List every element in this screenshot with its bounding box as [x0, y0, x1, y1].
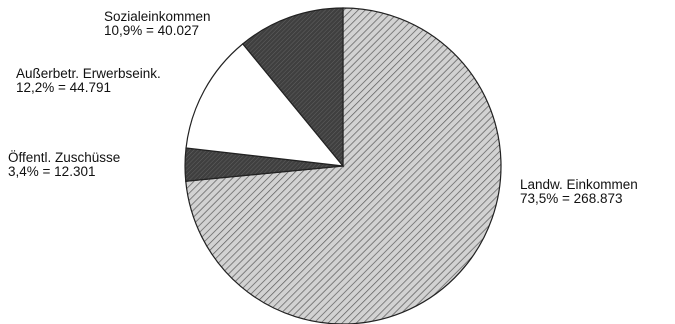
- label-sozialeinkommen: Sozialeinkommen 10,9% = 40.027: [104, 9, 211, 38]
- pie-slice-3: [241, 7, 344, 168]
- label-oeffentl-zuschuesse: Öffentl. Zuschüsse 3,4% = 12.301: [8, 150, 121, 179]
- slice-value: 44.791: [69, 80, 111, 95]
- slice-percent: 3,4%: [8, 164, 39, 179]
- label-landw-einkommen: Landw. Einkommen 73,5% = 268.873: [520, 177, 638, 206]
- slice-value: 12.301: [54, 164, 96, 179]
- slice-value: 268.873: [573, 191, 623, 206]
- slice-percent: 12,2%: [16, 80, 55, 95]
- slice-name: Außerbetr. Erwerbseink.: [16, 66, 161, 81]
- slice-percent: 73,5%: [520, 191, 559, 206]
- slice-value: 40.027: [157, 23, 199, 38]
- label-ausserbetr-erwerbseink: Außerbetr. Erwerbseink. 12,2% = 44.791: [16, 66, 161, 95]
- slice-name: Sozialeinkommen: [104, 9, 211, 24]
- slice-name: Landw. Einkommen: [520, 177, 638, 192]
- slice-percent: 10,9%: [104, 23, 143, 38]
- slice-name: Öffentl. Zuschüsse: [8, 150, 121, 165]
- pie-slice-2: [185, 43, 345, 167]
